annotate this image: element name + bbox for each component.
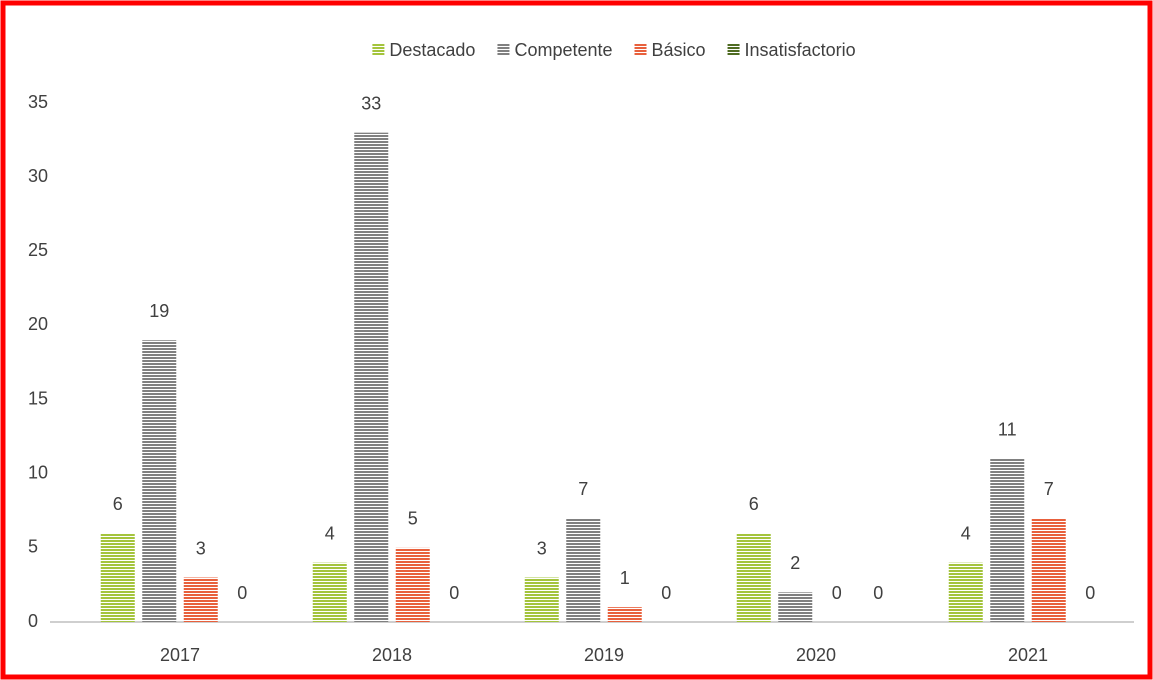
y-tick-label: 25 <box>28 240 48 260</box>
bar <box>778 592 813 622</box>
y-tick-label: 15 <box>28 388 48 408</box>
data-label: 0 <box>832 583 842 603</box>
data-label: 4 <box>961 523 971 543</box>
bar <box>354 132 389 622</box>
data-label: 4 <box>325 523 335 543</box>
legend-item: Competente <box>497 40 613 60</box>
legend-swatch <box>497 44 510 56</box>
data-label: 0 <box>873 583 883 603</box>
y-tick-label: 30 <box>28 166 48 186</box>
legend-label: Destacado <box>389 40 475 60</box>
data-label: 6 <box>749 494 759 514</box>
data-label: 1 <box>620 568 630 588</box>
x-tick-label: 2021 <box>1008 645 1048 665</box>
x-tick-label: 2020 <box>796 645 836 665</box>
x-tick-label: 2018 <box>372 645 412 665</box>
data-label: 2 <box>790 553 800 573</box>
data-label: 19 <box>149 301 169 321</box>
legend-swatch <box>727 44 740 56</box>
y-tick-label: 20 <box>28 314 48 334</box>
legend-item: Destacado <box>372 40 475 60</box>
bar <box>948 562 983 622</box>
legend-label: Básico <box>652 40 706 60</box>
data-label: 0 <box>449 583 459 603</box>
legend-swatch <box>634 44 647 56</box>
x-tick-label: 2019 <box>584 645 624 665</box>
y-tick-label: 0 <box>28 611 38 631</box>
legend-label: Competente <box>514 40 612 60</box>
bar <box>524 577 559 622</box>
legend-swatch <box>372 44 385 56</box>
y-tick-label: 35 <box>28 92 48 112</box>
bar <box>395 547 430 622</box>
bar <box>312 562 347 622</box>
data-label: 0 <box>661 583 671 603</box>
bar <box>566 518 601 622</box>
bar <box>142 340 177 622</box>
bar <box>990 458 1025 622</box>
bar <box>1031 518 1066 622</box>
x-tick-label: 2017 <box>160 645 200 665</box>
data-label: 0 <box>237 583 247 603</box>
data-label: 0 <box>1085 583 1095 603</box>
data-label: 3 <box>196 538 206 558</box>
data-label: 3 <box>537 538 547 558</box>
data-label: 11 <box>998 420 1017 440</box>
data-label: 7 <box>1044 479 1054 499</box>
legend-item: Insatisfactorio <box>727 40 856 60</box>
bar <box>607 607 642 622</box>
y-tick-label: 5 <box>28 537 38 557</box>
data-label: 7 <box>578 479 588 499</box>
bar <box>736 533 771 622</box>
data-label: 6 <box>113 494 123 514</box>
bar <box>183 577 218 622</box>
data-label: 33 <box>361 93 381 113</box>
y-tick-label: 10 <box>28 462 48 482</box>
legend-label: Insatisfactorio <box>745 40 856 60</box>
bar <box>100 533 135 622</box>
legend-item: Básico <box>634 40 706 60</box>
data-label: 5 <box>408 509 418 529</box>
